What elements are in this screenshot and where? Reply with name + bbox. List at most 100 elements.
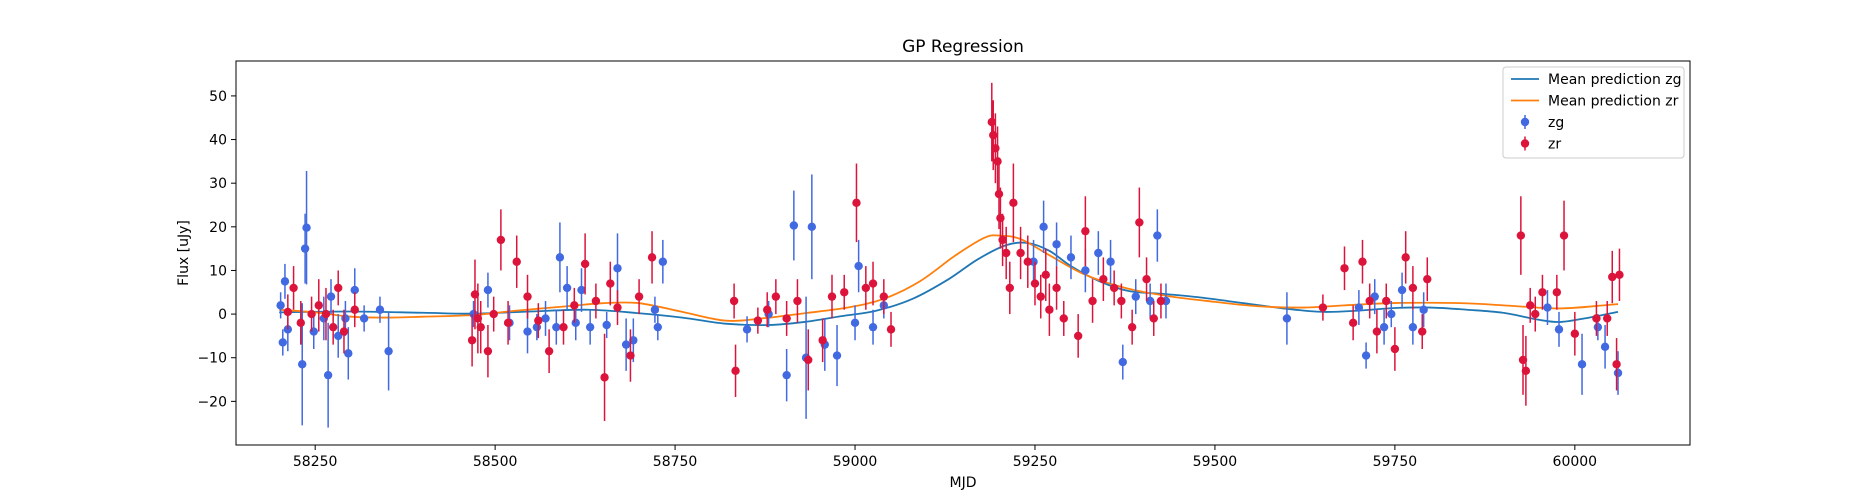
zg-data-point <box>1379 322 1389 332</box>
zr-data-point <box>1041 270 1050 280</box>
zr-data-point <box>283 307 293 317</box>
zr-data-point <box>1358 257 1367 266</box>
legend-item-zg: zg <box>1520 115 1564 131</box>
zr-data-point <box>314 301 323 310</box>
x-tick-label: 59250 <box>1013 454 1058 470</box>
zg-data-point <box>359 314 369 323</box>
legend-label: zr <box>1548 137 1561 153</box>
legend-item-mean-prediction-zg: Mean prediction zg <box>1511 72 1682 88</box>
zr-data-point <box>334 283 343 293</box>
zg-data-point <box>1554 325 1564 334</box>
zr-data-point <box>994 189 1004 199</box>
zr-data-point <box>993 157 1002 166</box>
zg-data-point <box>562 283 572 293</box>
zr-data-point <box>840 288 849 297</box>
legend-label: Mean prediction zg <box>1548 72 1682 88</box>
zg-data-point <box>523 327 532 336</box>
zr-data-point <box>503 318 513 328</box>
zg-data-point <box>1397 285 1407 295</box>
y-tick-label: 10 <box>209 263 227 279</box>
zr-data-point <box>544 346 554 356</box>
mean-prediction-line-zg <box>279 241 1619 326</box>
zr-data-point <box>634 292 644 301</box>
zr-data-point <box>804 355 813 365</box>
zr-data-point <box>489 309 498 319</box>
y-tick-label: 20 <box>209 220 227 236</box>
legend-item-zr: zr <box>1520 136 1561 153</box>
legend-marker-swatch <box>1520 139 1530 148</box>
x-tick-label: 60000 <box>1553 454 1598 470</box>
zg-data-point <box>868 322 878 332</box>
zr-data-point <box>321 309 331 319</box>
y-tick-label: −10 <box>197 351 227 367</box>
zg-data-point <box>1153 231 1162 240</box>
zg-data-point <box>1577 360 1587 369</box>
zr-data-point <box>1318 303 1328 312</box>
axes: 58250 58500 58750 59000 59250 59500 59750 60000… <box>197 60 1691 470</box>
legend-marker-swatch <box>1520 117 1530 127</box>
zr-data-point <box>1382 296 1391 306</box>
chart-title: GP Regression <box>902 37 1024 57</box>
zg-data-point <box>658 257 668 266</box>
zg-data-point <box>602 320 611 330</box>
zg-data-point <box>789 221 799 230</box>
zr-data-point <box>1023 257 1032 266</box>
zr-data-point <box>1570 329 1580 338</box>
zr-data-point <box>763 305 772 314</box>
zr-data-point <box>868 279 878 288</box>
zr-data-point <box>1073 331 1083 341</box>
zg-data-point <box>300 244 310 253</box>
zg-data-point <box>309 327 318 336</box>
zr-data-point <box>1156 296 1166 306</box>
zr-data-point <box>647 253 657 262</box>
zr-data-point <box>570 301 579 310</box>
zg-data-point <box>1052 240 1061 249</box>
zr-data-point <box>600 373 609 382</box>
zr-data-point <box>1608 272 1617 282</box>
zg-data-point <box>1066 253 1076 262</box>
zg-data-point <box>650 305 660 314</box>
zr-data-point <box>1592 314 1601 323</box>
zr-data-point <box>1340 264 1349 273</box>
y-tick-label: 50 <box>209 89 227 105</box>
zr-data-point <box>289 283 298 293</box>
zr-data-point <box>996 213 1005 223</box>
zg-data-point <box>1387 309 1396 319</box>
legend-item-mean-prediction-zr: Mean prediction zr <box>1511 94 1679 110</box>
plot-content <box>276 82 1624 428</box>
zr-data-point <box>523 292 532 301</box>
y-tick-label: 0 <box>218 307 227 323</box>
x-tick-label: 59000 <box>833 454 878 470</box>
zr-data-point <box>1005 283 1014 293</box>
zg-data-point <box>1081 266 1090 275</box>
zr-data-point <box>1348 318 1358 328</box>
zr-data-point <box>606 279 615 288</box>
zg-data-point <box>1039 222 1048 232</box>
zr-data-point <box>1045 305 1054 314</box>
x-tick-label: 58250 <box>293 454 338 470</box>
zr-data-point <box>1518 355 1528 365</box>
zr-data-point <box>818 336 827 345</box>
zr-data-point <box>1142 274 1151 284</box>
zr-data-point <box>467 336 477 345</box>
zr-data-point <box>793 296 802 306</box>
zr-data-point <box>998 235 1007 245</box>
legend-box <box>1502 66 1685 159</box>
zr-data-point <box>1531 309 1540 319</box>
zr-data-point <box>1538 288 1547 297</box>
zr-data-point <box>1036 292 1045 301</box>
series-zg <box>276 170 1623 428</box>
legend-label: Mean prediction zr <box>1548 94 1679 110</box>
zr-data-point <box>1109 283 1119 293</box>
zr-data-point <box>613 303 622 312</box>
zr-data-point <box>1081 226 1090 236</box>
zr-data-point <box>753 316 763 325</box>
x-tick-label: 58750 <box>653 454 698 470</box>
zg-data-point <box>1408 322 1418 332</box>
zr-data-point <box>1423 274 1432 284</box>
zg-data-point <box>1106 257 1115 266</box>
zr-data-point <box>1612 360 1621 369</box>
zg-data-point <box>1354 303 1364 312</box>
